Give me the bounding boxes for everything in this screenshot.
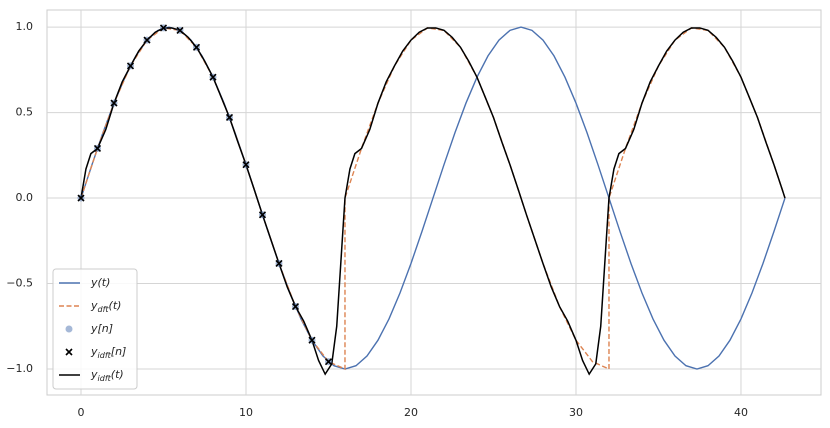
x-tick-label: 20 bbox=[404, 406, 418, 419]
x-marker bbox=[308, 336, 316, 344]
legend-label: yidft[n] bbox=[90, 345, 126, 360]
series-line bbox=[80, 27, 786, 376]
x-tick-label: 0 bbox=[77, 406, 84, 419]
x-marker bbox=[242, 161, 250, 169]
legend-label: y[n] bbox=[90, 322, 113, 335]
x-marker bbox=[93, 144, 102, 152]
y-tick-label: 0.5 bbox=[16, 106, 34, 119]
grid bbox=[47, 10, 821, 395]
x-marker bbox=[159, 24, 168, 32]
x-marker bbox=[291, 302, 300, 311]
x-tick-label: 40 bbox=[734, 406, 748, 419]
x-marker bbox=[209, 73, 217, 81]
x-marker bbox=[126, 62, 135, 70]
point-marker bbox=[65, 325, 73, 333]
legend: y(t) ydft(t) y[n] yidft[n] yidft(t) bbox=[52, 268, 138, 390]
x-marker bbox=[176, 26, 184, 34]
x-marker bbox=[275, 259, 283, 268]
marks bbox=[77, 24, 786, 376]
legend-box bbox=[52, 268, 138, 390]
legend-label: y(t) bbox=[90, 276, 110, 289]
legend-label: yidft(t) bbox=[90, 368, 124, 383]
y-tick-label: 1.0 bbox=[16, 20, 34, 33]
legend-label: ydft(t) bbox=[90, 299, 121, 314]
x-marker bbox=[324, 358, 333, 366]
x-marker bbox=[143, 36, 151, 44]
y-tick-label: 0.0 bbox=[16, 191, 34, 204]
x-marker bbox=[225, 113, 234, 122]
x-marker bbox=[258, 211, 267, 219]
x-marker bbox=[110, 99, 118, 107]
x-marker bbox=[192, 43, 201, 51]
x-tick-label: 30 bbox=[569, 406, 583, 419]
x-marker bbox=[65, 348, 73, 356]
x-marker bbox=[77, 194, 85, 202]
y-tick-label: −0.5 bbox=[6, 277, 33, 290]
x-tick-label: 10 bbox=[239, 406, 253, 419]
plot-area bbox=[46, 9, 822, 396]
y-tick-label: −1.0 bbox=[6, 362, 33, 375]
